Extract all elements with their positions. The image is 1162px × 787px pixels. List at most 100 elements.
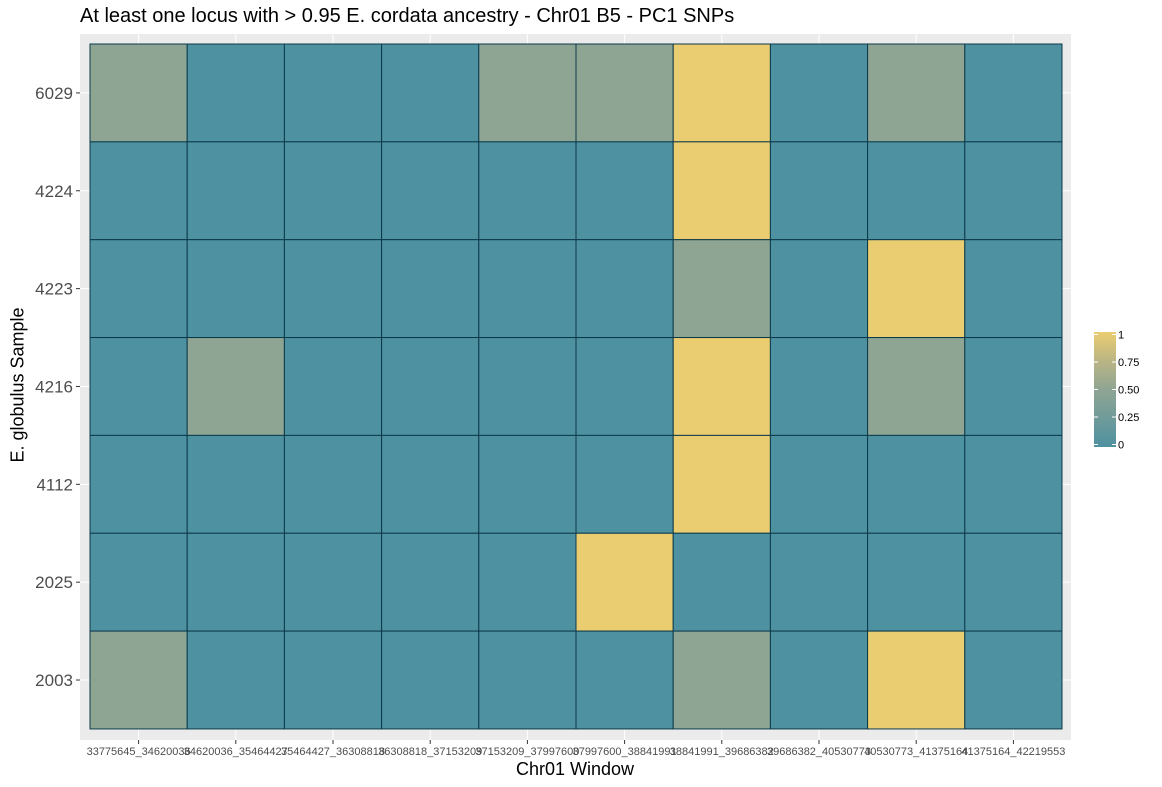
heatmap-tile: [964, 630, 1063, 730]
heatmap-tile: [186, 532, 285, 632]
x-axis-ticks: 33775645_3462003634620036_35464427354644…: [87, 740, 1065, 758]
heatmap-tile: [867, 630, 966, 730]
heatmap-tile: [964, 141, 1063, 241]
heatmap-tile: [186, 239, 285, 339]
heatmap-tile: [867, 43, 966, 143]
heatmap-tile: [186, 434, 285, 534]
heatmap-tile: [381, 337, 480, 436]
x-tick-label: 34620036_35464427: [184, 746, 288, 758]
heatmap-tile: [478, 337, 577, 436]
x-tick-label: 40530773_41375164: [864, 746, 968, 758]
heatmap-tile: [575, 239, 674, 339]
x-tick-label: 38841991_39686382: [670, 746, 774, 758]
heatmap-tile: [478, 434, 577, 534]
legend-label: 1: [1118, 330, 1124, 342]
heatmap-tile: [381, 532, 480, 632]
heatmap-tile: [381, 43, 480, 143]
heatmap-tile: [575, 630, 674, 730]
heatmap-tile: [283, 239, 383, 339]
heatmap-tile: [478, 630, 577, 730]
heatmap-tile: [186, 141, 285, 241]
heatmap-tile: [769, 239, 869, 339]
heatmap-tile: [672, 532, 771, 632]
heatmap-tile: [964, 434, 1063, 534]
heatmap-tile: [867, 337, 966, 436]
y-tick-label: 4112: [36, 475, 73, 494]
heatmap-tile: [769, 532, 869, 632]
x-tick-label: 36308818_37153209: [378, 746, 482, 758]
x-tick-label: 39686382_40530773: [767, 746, 871, 758]
heatmap-tile: [769, 337, 869, 436]
x-tick-label: 41375164_42219553: [961, 746, 1065, 758]
heatmap-tile: [381, 239, 480, 339]
y-tick-label: 2025: [35, 573, 73, 592]
heatmap-tile: [186, 337, 285, 436]
heatmap-tile: [769, 43, 869, 143]
heatmap-tile: [672, 630, 771, 730]
heatmap-tile: [186, 630, 285, 730]
y-tick-label: 4224: [35, 182, 73, 201]
heatmap-tile: [867, 239, 966, 339]
heatmap-tile: [672, 141, 771, 241]
heatmap-tile: [575, 337, 674, 436]
x-axis-title: Chr01 Window: [515, 759, 635, 779]
heatmap-tile: [769, 630, 869, 730]
heatmap-tile: [478, 43, 577, 143]
heatmap-tile: [89, 43, 188, 143]
legend-label: 0.75: [1118, 357, 1139, 369]
legend-label: 0.50: [1118, 385, 1139, 397]
heatmap-tiles: [89, 43, 1063, 730]
heatmap-tile: [381, 141, 480, 241]
heatmap-tile: [381, 630, 480, 730]
heatmap-tile: [283, 337, 383, 436]
y-tick-label: 4216: [35, 377, 73, 396]
heatmap-tile: [478, 239, 577, 339]
heatmap-tile: [769, 141, 869, 241]
heatmap-tile: [769, 434, 869, 534]
heatmap-tile: [89, 141, 188, 241]
heatmap-tile: [964, 532, 1063, 632]
heatmap-tile: [89, 239, 188, 339]
legend-label: 0.25: [1118, 412, 1139, 424]
heatmap-tile: [283, 141, 383, 241]
heatmap-tile: [478, 141, 577, 241]
heatmap-tile: [478, 532, 577, 632]
heatmap-tile: [575, 141, 674, 241]
heatmap-tile: [575, 434, 674, 534]
chart-title: At least one locus with > 0.95 E. cordat…: [80, 5, 735, 27]
heatmap-tile: [89, 337, 188, 436]
x-tick-label: 37153209_37997600: [475, 746, 579, 758]
legend-colorbar: [1094, 332, 1116, 447]
heatmap-tile: [672, 239, 771, 339]
heatmap-tile: [575, 43, 674, 143]
heatmap-tile: [867, 434, 966, 534]
y-axis-ticks: 6029 4224 4223 4216 4112 2025 2003: [35, 84, 80, 690]
heatmap-tile: [964, 239, 1063, 339]
y-tick-label: 4223: [35, 280, 73, 299]
heatmap-tile: [186, 43, 285, 143]
heatmap-tile: [283, 434, 383, 534]
legend-label: 0: [1118, 440, 1124, 452]
heatmap-tile: [964, 337, 1063, 436]
color-legend: 0 0.25 0.50 0.75 1: [1094, 330, 1139, 452]
x-tick-label: 33775645_34620036: [87, 746, 191, 758]
heatmap-tile: [575, 532, 674, 632]
heatmap-tile: [964, 43, 1063, 143]
x-tick-label: 37997600_38841991: [573, 746, 677, 758]
heatmap-tile: [381, 434, 480, 534]
y-tick-label: 6029: [35, 84, 73, 103]
x-tick-label: 35464427_36308818: [281, 746, 385, 758]
heatmap-tile: [89, 630, 188, 730]
heatmap-tile: [89, 532, 188, 632]
heatmap-tile: [867, 141, 966, 241]
heatmap-tile: [283, 630, 383, 730]
heatmap-tile: [89, 434, 188, 534]
heatmap-tile: [672, 434, 771, 534]
heatmap-tile: [867, 532, 966, 632]
y-tick-label: 2003: [35, 671, 73, 690]
heatmap-tile: [672, 337, 771, 436]
heatmap-tile: [672, 43, 771, 143]
heatmap-tile: [283, 532, 383, 632]
heatmap-tile: [283, 43, 383, 143]
